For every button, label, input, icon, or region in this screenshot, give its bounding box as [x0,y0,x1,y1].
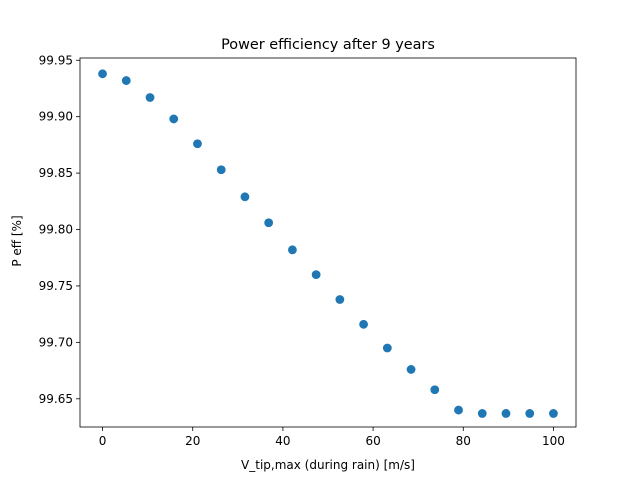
y-tick-label: 99.85 [39,166,73,180]
data-point [430,385,440,395]
data-point [359,319,368,329]
y-tick-label: 99.75 [39,279,73,293]
data-point [311,270,321,280]
data-point [216,165,226,175]
data-point [335,295,345,304]
data-point [477,409,487,418]
x-tick-label: 40 [275,434,290,448]
y-tick-label: 99.90 [39,110,73,124]
x-tick-label: 100 [542,434,565,448]
data-point [193,139,202,149]
y-axis-label: P eff [%] [10,215,24,266]
y-tick-label: 99.80 [39,223,73,237]
x-tick-label: 60 [365,434,380,448]
data-point [288,245,297,255]
y-tick-label: 99.65 [39,392,73,406]
data-point [454,405,463,415]
x-tick-label: 80 [456,434,471,448]
data-point [501,409,511,418]
x-axis-label: V_tip,max (during rain) [m/s] [241,458,415,472]
x-tick-label: 0 [99,434,107,448]
data-point [169,114,179,124]
data-point [121,76,131,85]
chart-title: Power efficiency after 9 years [221,37,435,53]
data-point [406,365,416,374]
y-tick-label: 99.95 [39,53,73,67]
y-tick-label: 99.70 [39,335,73,349]
data-point [549,409,558,418]
x-tick-label: 20 [185,434,200,448]
axes-frame [79,57,577,428]
data-point [525,409,535,418]
data-point [382,343,392,353]
data-point [145,93,155,102]
data-point [264,218,274,228]
data-point [98,69,107,79]
plot-area: 0 20 40 60 80 100 99.65 99.70 99.75 99.80 99.85 99.… [39,53,577,448]
data-point [240,192,250,202]
